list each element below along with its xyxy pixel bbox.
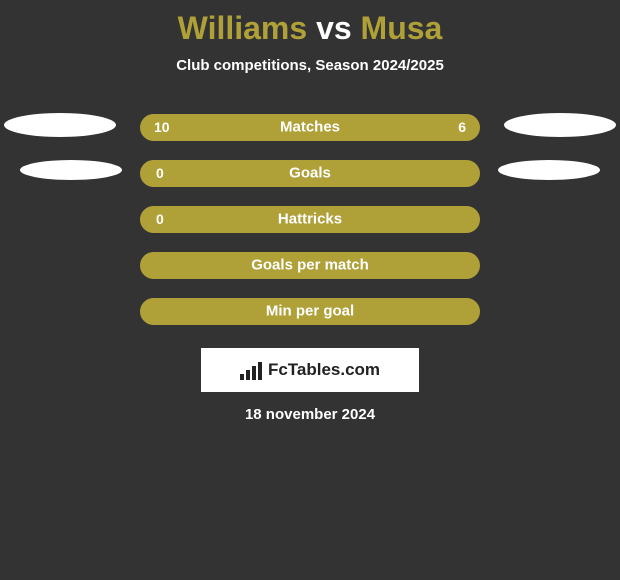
comparison-content: 10 6 Matches 0 Goals 0 Hattricks Goals per matc… xyxy=(0,104,620,423)
stat-value-left: 0 xyxy=(156,165,164,181)
stat-row: 0 Goals xyxy=(0,150,620,196)
stat-bar: Min per goal xyxy=(140,298,480,325)
stat-label: Matches xyxy=(280,119,340,136)
stat-value-right: 6 xyxy=(458,119,466,135)
footer-date: 18 november 2024 xyxy=(0,406,620,423)
title-player-left: Williams xyxy=(178,10,308,46)
stat-row: Min per goal xyxy=(0,288,620,334)
stat-bar: 10 6 Matches xyxy=(140,114,480,141)
stat-bar: 0 Hattricks xyxy=(140,206,480,233)
stats-rows: 10 6 Matches 0 Goals 0 Hattricks Goals per matc… xyxy=(0,104,620,334)
brand-text: FcTables.com xyxy=(268,360,380,380)
stat-row: 10 6 Matches xyxy=(0,104,620,150)
stat-value-left: 10 xyxy=(154,119,170,135)
stat-label: Min per goal xyxy=(266,303,354,320)
page-title: Williams vs Musa xyxy=(0,0,620,47)
stat-bar: 0 Goals xyxy=(140,160,480,187)
stat-bar: Goals per match xyxy=(140,252,480,279)
bars-icon xyxy=(240,360,264,380)
brand-logo: FcTables.com xyxy=(201,348,419,392)
stat-label: Goals per match xyxy=(251,257,369,274)
subtitle: Club competitions, Season 2024/2025 xyxy=(0,57,620,74)
stat-row: Goals per match xyxy=(0,242,620,288)
stat-label: Goals xyxy=(289,165,331,182)
title-vs: vs xyxy=(307,10,360,46)
title-player-right: Musa xyxy=(361,10,443,46)
stat-value-left: 0 xyxy=(156,211,164,227)
stat-row: 0 Hattricks xyxy=(0,196,620,242)
stat-label: Hattricks xyxy=(278,211,342,228)
